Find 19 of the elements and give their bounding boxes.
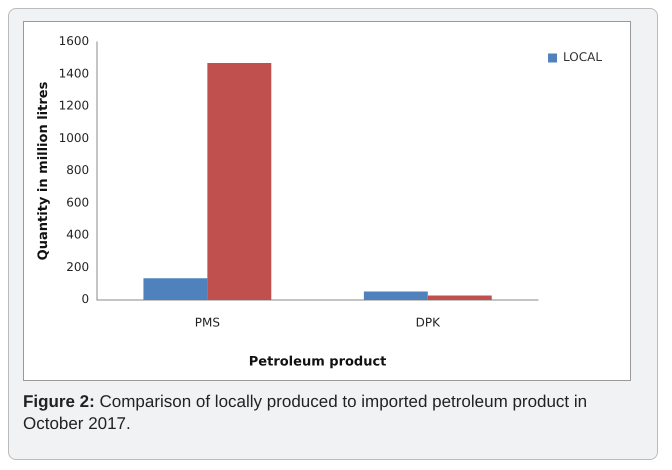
y-tick-label: 1400 <box>58 66 90 80</box>
x-tick-label: PMS <box>194 315 220 330</box>
bar <box>207 62 272 300</box>
y-tick-label: 800 <box>66 163 90 178</box>
y-axis-title: Quantity in million litres <box>36 81 52 260</box>
y-tick-label: 600 <box>66 195 90 210</box>
x-tick-label: DPK <box>416 315 442 330</box>
bar <box>143 278 208 300</box>
y-tick-label: 400 <box>66 228 90 242</box>
y-tick-label: 1200 <box>58 98 90 113</box>
y-tick-label: 1000 <box>58 130 90 145</box>
y-tick-label: 0 <box>82 292 90 306</box>
x-axis-title: Petroleum product <box>248 354 386 370</box>
y-tick-label: 200 <box>66 260 90 274</box>
y-tick-label: 1600 <box>58 34 90 48</box>
bar <box>364 291 428 300</box>
legend-label: LOCAL <box>563 50 602 64</box>
caption: Figure 2: Comparison of locally produced to imported petroleum product in October 2017. <box>23 392 588 433</box>
bar <box>428 295 492 300</box>
